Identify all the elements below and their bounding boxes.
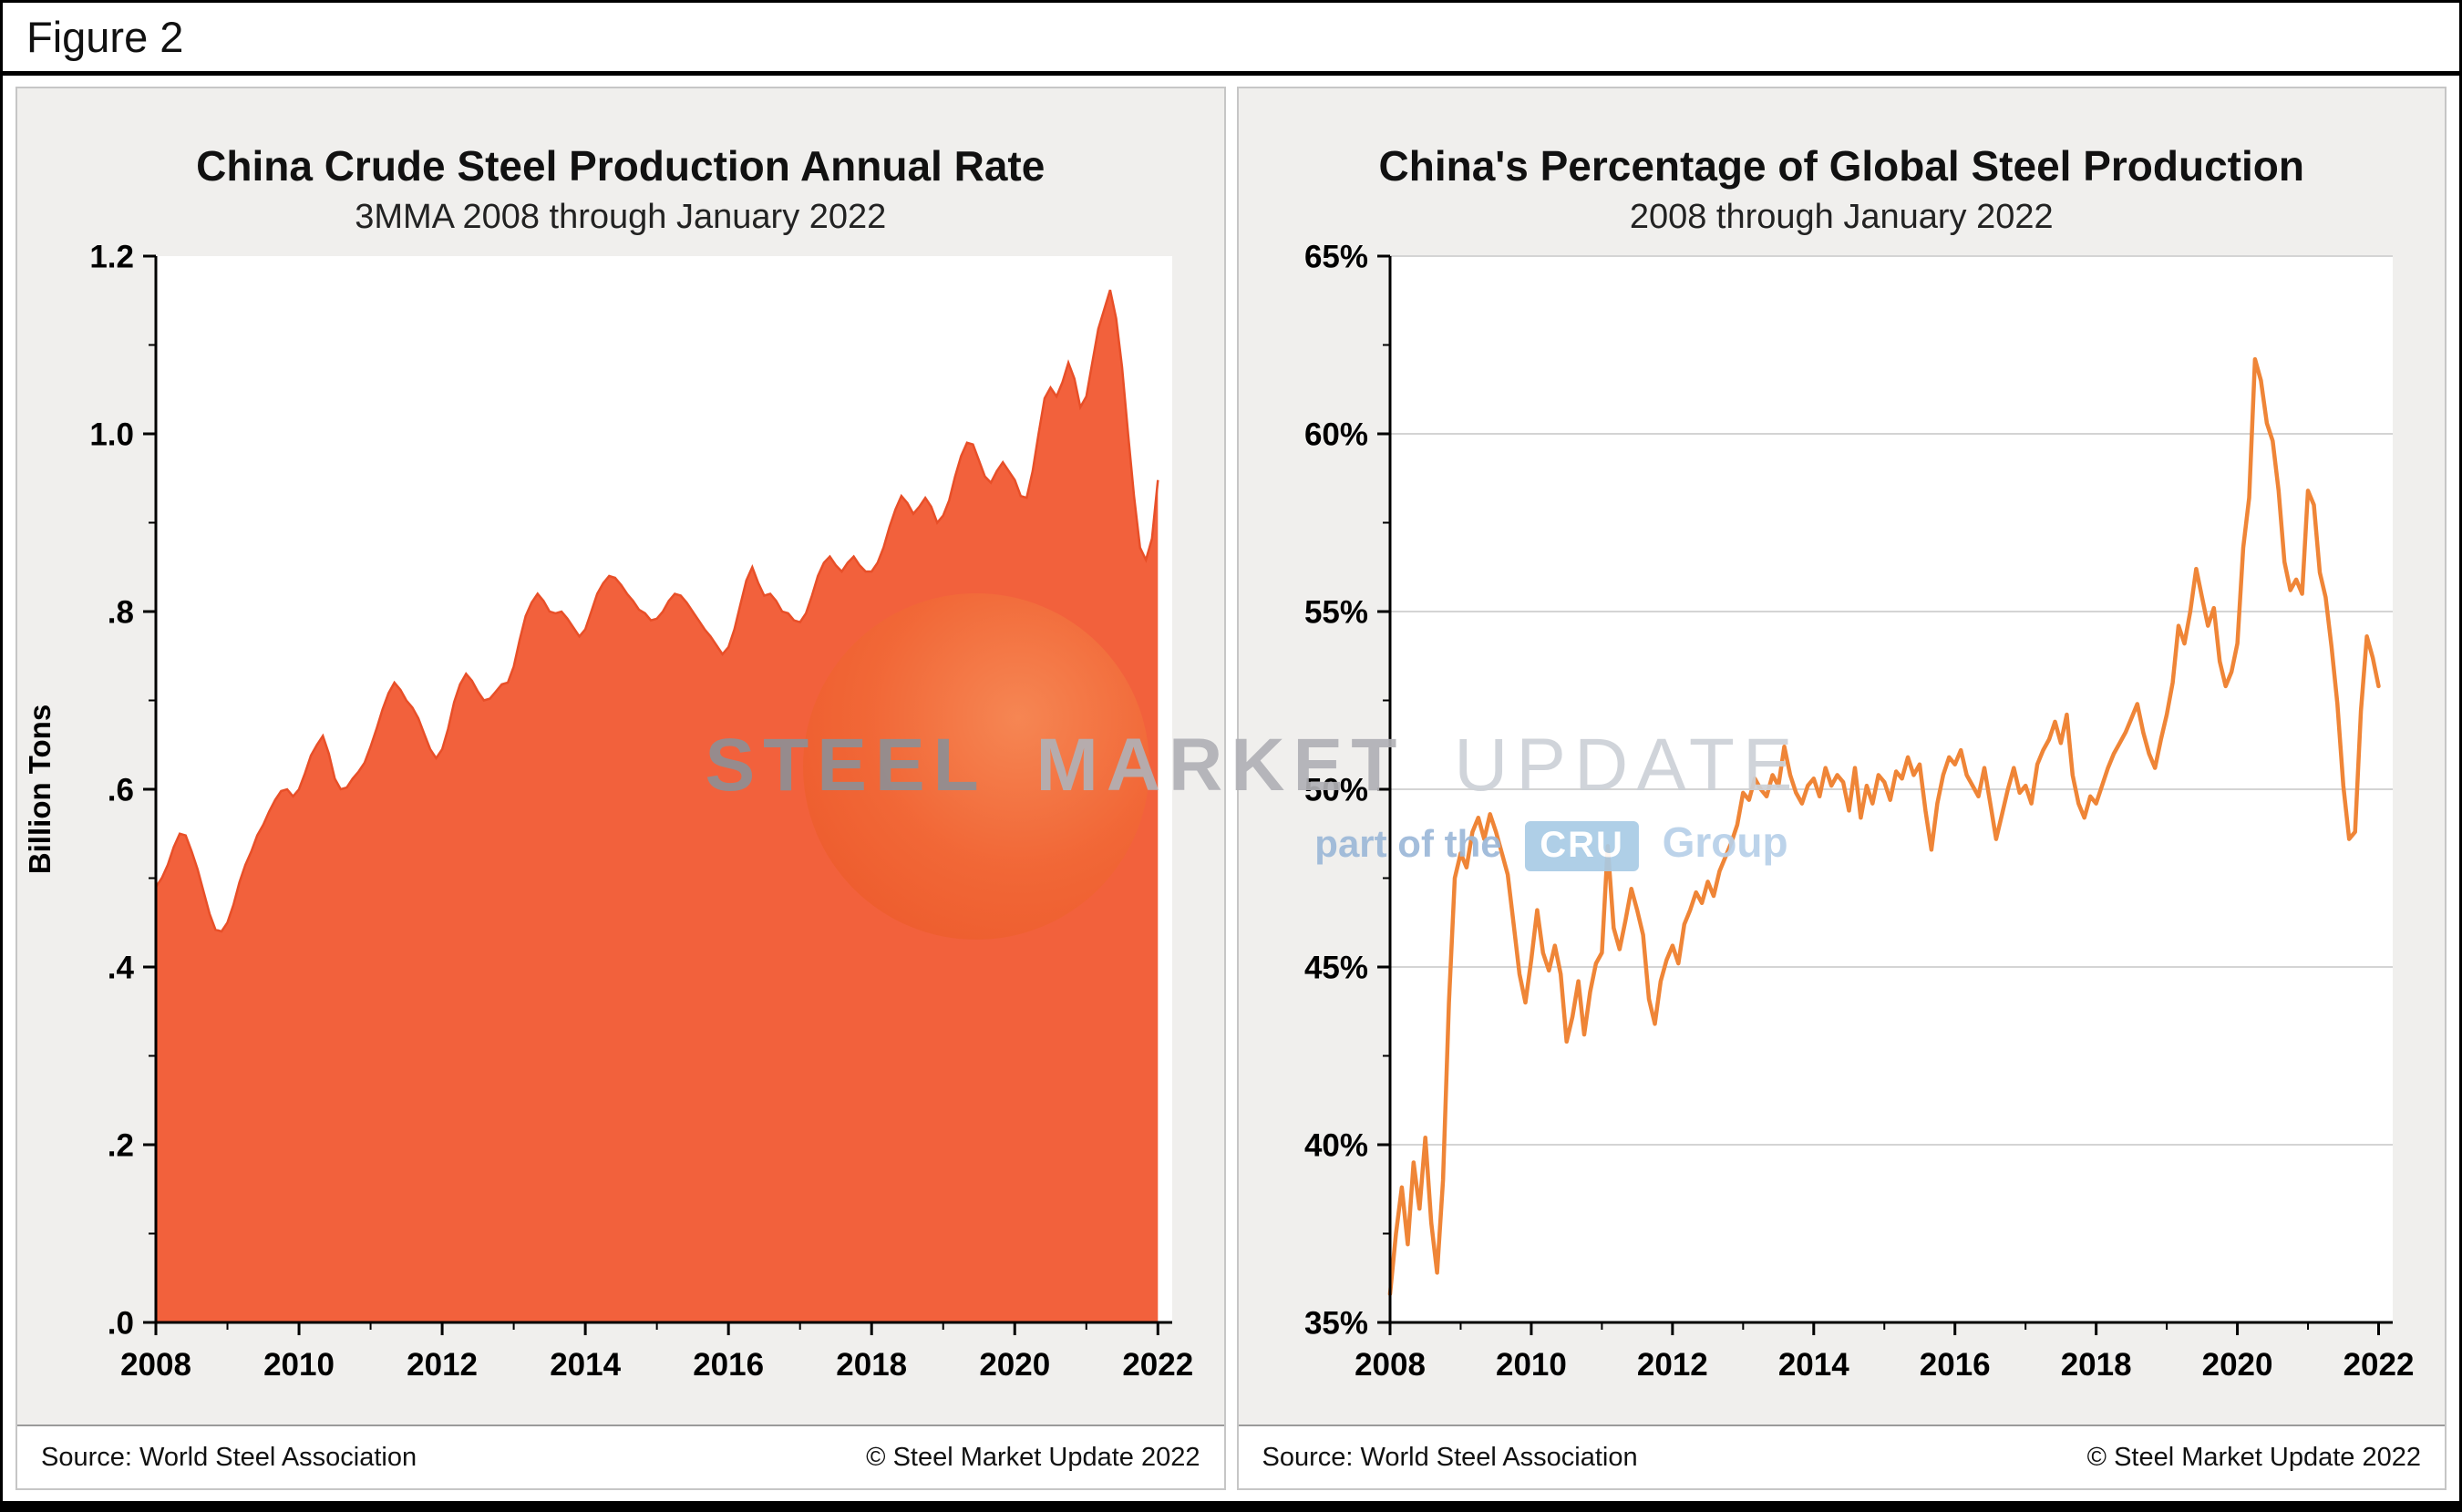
svg-text:40%: 40% xyxy=(1304,1127,1368,1163)
svg-text:2008: 2008 xyxy=(1355,1347,1426,1383)
svg-text:2022: 2022 xyxy=(1122,1347,1193,1383)
share-chart-area: 35% 40% 45% 50% 55% 60% 65% 2008 2010 2012 2014 201… xyxy=(1239,242,2446,1409)
svg-text:60%: 60% xyxy=(1304,417,1368,452)
svg-text:50%: 50% xyxy=(1304,772,1368,807)
svg-text:Billion Tons: Billion Tons xyxy=(23,705,57,874)
svg-text:2020: 2020 xyxy=(2202,1347,2273,1383)
share-chart-panel: China's Percentage of Global Steel Produ… xyxy=(1236,87,2447,1490)
svg-text:.2: .2 xyxy=(108,1127,134,1163)
svg-text:1.0: 1.0 xyxy=(89,417,134,452)
production-chart-title: China Crude Steel Production Annual Rate xyxy=(196,142,1046,190)
share-chart-subtitle: 2008 through January 2022 xyxy=(1629,198,2054,236)
svg-text:2022: 2022 xyxy=(2344,1347,2415,1383)
copyright-note: © Steel Market Update 2022 xyxy=(866,1442,1200,1472)
svg-text:1.2: 1.2 xyxy=(89,242,134,274)
svg-text:55%: 55% xyxy=(1304,594,1368,630)
svg-text:.6: .6 xyxy=(108,772,134,807)
svg-text:65%: 65% xyxy=(1304,242,1368,274)
svg-text:2018: 2018 xyxy=(2061,1347,2132,1383)
share-line-chart: 35% 40% 45% 50% 55% 60% 65% 2008 2010 2012 2014 201… xyxy=(1304,242,2415,1383)
svg-text:.0: .0 xyxy=(108,1305,134,1341)
production-chart-subtitle: 3MMA 2008 through January 2022 xyxy=(355,198,887,236)
charts-row: China Crude Steel Production Annual Rate… xyxy=(3,76,2459,1501)
svg-text:35%: 35% xyxy=(1304,1305,1368,1341)
svg-text:.4: .4 xyxy=(108,950,135,985)
svg-text:2010: 2010 xyxy=(1496,1347,1567,1383)
share-chart-footer: Source: World Steel Association © Steel … xyxy=(1238,1425,2445,1488)
production-area-chart: .0 .2 .4 .6 .8 1.0 1.2 2008 2010 2012 2014 2016 2018… xyxy=(23,242,1193,1383)
svg-text:2020: 2020 xyxy=(979,1347,1050,1383)
share-chart-title: China's Percentage of Global Steel Produ… xyxy=(1378,142,2304,190)
svg-text:2008: 2008 xyxy=(120,1347,191,1383)
svg-text:2012: 2012 xyxy=(1637,1347,1708,1383)
production-chart-panel: China Crude Steel Production Annual Rate… xyxy=(15,87,1226,1490)
svg-text:45%: 45% xyxy=(1304,950,1368,985)
svg-text:2014: 2014 xyxy=(550,1347,621,1383)
source-note: Source: World Steel Association xyxy=(41,1442,417,1472)
figure-header: Figure 2 xyxy=(3,3,2459,76)
figure-label: Figure 2 xyxy=(26,13,184,61)
production-chart-area: .0 .2 .4 .6 .8 1.0 1.2 2008 2010 2012 2014 2016 2018… xyxy=(17,242,1224,1409)
source-note: Source: World Steel Association xyxy=(1262,1442,1638,1472)
svg-text:.8: .8 xyxy=(108,594,134,630)
svg-text:2012: 2012 xyxy=(407,1347,478,1383)
svg-text:2016: 2016 xyxy=(1920,1347,1991,1383)
svg-text:2010: 2010 xyxy=(263,1347,335,1383)
svg-text:2018: 2018 xyxy=(836,1347,907,1383)
copyright-note: © Steel Market Update 2022 xyxy=(2086,1442,2421,1472)
production-chart-footer: Source: World Steel Association © Steel … xyxy=(17,1425,1224,1488)
svg-text:2014: 2014 xyxy=(1778,1347,1849,1383)
svg-text:2016: 2016 xyxy=(693,1347,764,1383)
